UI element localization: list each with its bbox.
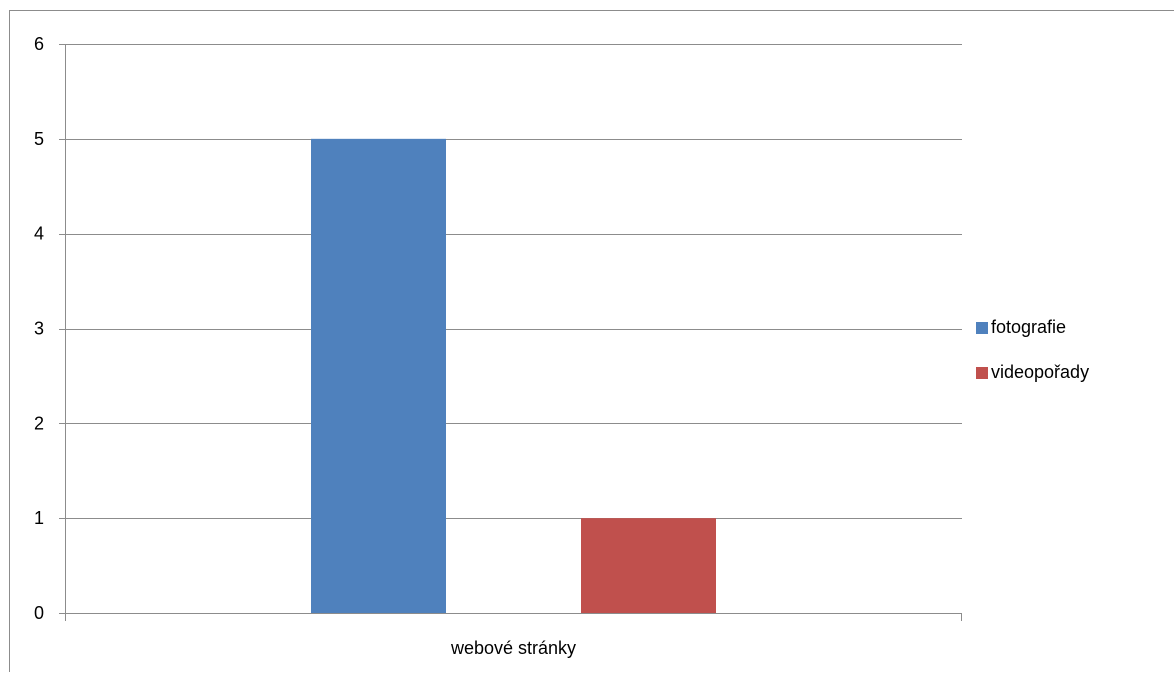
legend-swatch-videopořady [976, 367, 988, 379]
y-tick-label-4: 4 [34, 224, 44, 244]
legend-label-fotografie: fotografie [991, 317, 1066, 337]
y-tick-label-3: 3 [34, 319, 44, 339]
bar-fotografie-0 [311, 138, 446, 614]
y-tick-label-6: 6 [34, 34, 44, 54]
y-tick-label-0: 0 [34, 603, 44, 623]
axes [59, 44, 962, 621]
legend: fotografie videopořady [976, 317, 1089, 382]
y-tick-label-5: 5 [34, 129, 44, 149]
gridlines [59, 44, 962, 519]
bar-videopořady-0 [581, 518, 716, 613]
legend-swatch-fotografie [976, 322, 988, 334]
y-tick-label-2: 2 [34, 413, 44, 433]
y-tick-label-1: 1 [34, 508, 44, 528]
legend-label-videopořady: videopořady [991, 362, 1089, 382]
x-tick-label-0: webové stránky [450, 638, 576, 658]
tick-labels: 0 1 2 3 4 5 6 webové stránky [34, 34, 576, 658]
bars [311, 138, 716, 614]
